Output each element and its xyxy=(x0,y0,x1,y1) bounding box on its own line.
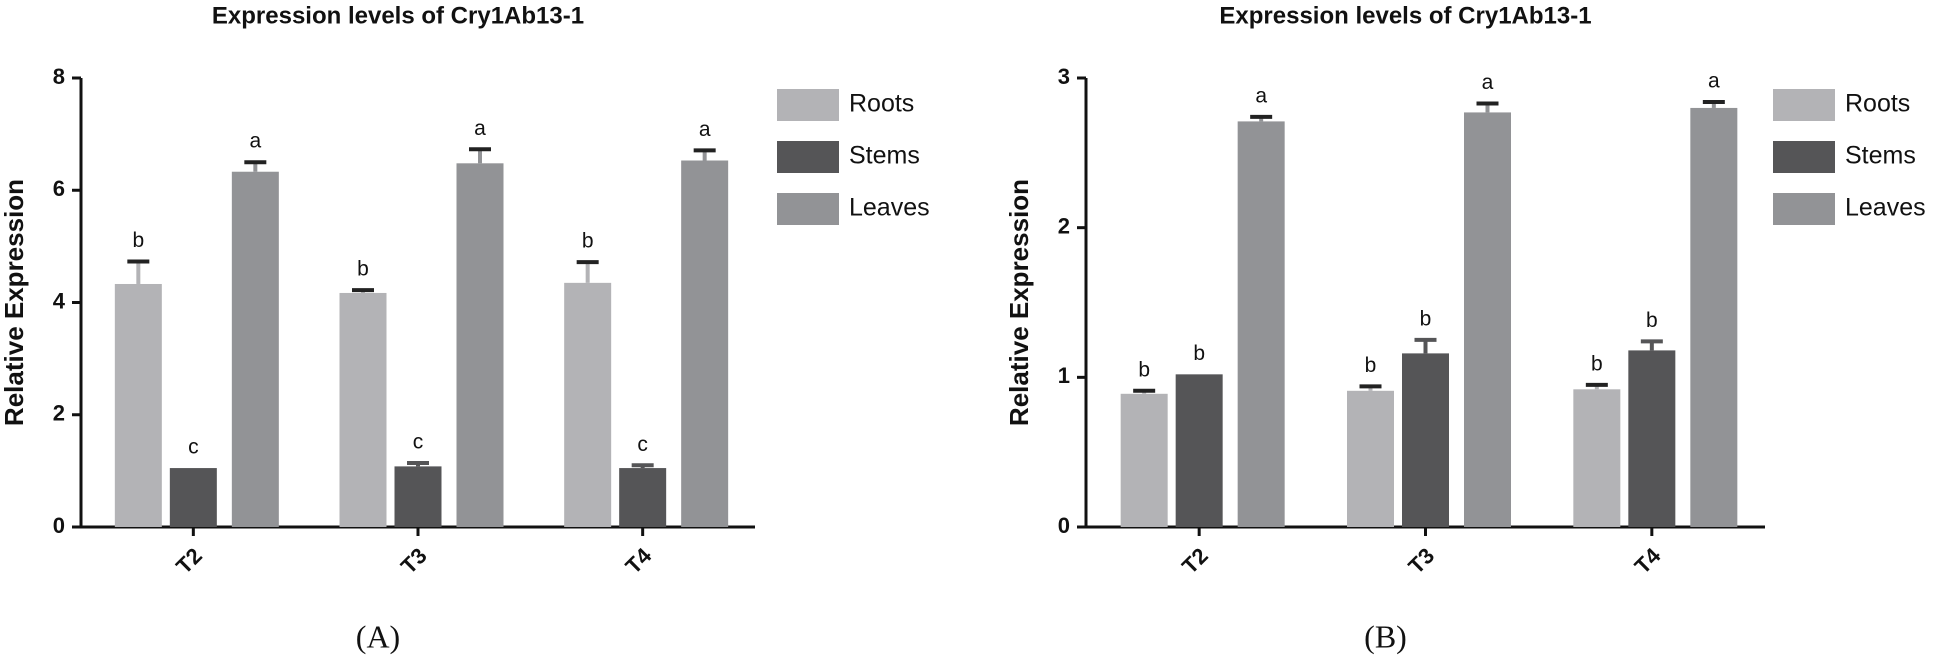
y-tick-label: 0 xyxy=(1058,513,1070,538)
legend-label: Stems xyxy=(849,142,920,170)
bar xyxy=(1347,390,1394,527)
x-tick-label: T3 xyxy=(1403,543,1439,579)
bar xyxy=(681,160,729,527)
significance-letter: a xyxy=(1255,84,1267,107)
legend-swatch xyxy=(1773,141,1835,173)
legend-label: Leaves xyxy=(849,194,930,222)
significance-letter: a xyxy=(249,130,261,153)
significance-letter: b xyxy=(1365,354,1377,377)
panel-label: (B) xyxy=(1364,618,1407,654)
significance-letter: b xyxy=(1420,307,1432,330)
significance-letter: a xyxy=(1708,69,1720,92)
y-tick-label: 2 xyxy=(1058,213,1070,238)
y-tick-label: 8 xyxy=(53,64,65,89)
bar xyxy=(564,282,612,527)
legend-swatch xyxy=(777,89,839,121)
bar xyxy=(1120,393,1168,527)
significance-letter: b xyxy=(1193,342,1205,365)
significance-letter: a xyxy=(474,117,486,140)
significance-letter: c xyxy=(188,436,199,459)
bar xyxy=(1402,353,1449,527)
bar xyxy=(231,171,279,527)
y-axis-label: Relative Expression xyxy=(1004,179,1034,426)
significance-letter: c xyxy=(413,431,424,454)
significance-letter: a xyxy=(699,118,711,141)
significance-letter: b xyxy=(1591,352,1603,375)
bar xyxy=(619,468,667,527)
bar xyxy=(169,468,217,527)
legend-swatch xyxy=(777,193,839,225)
chart-title: Expression levels of Cry1Ab13-1 xyxy=(212,2,584,29)
y-tick-label: 2 xyxy=(53,401,65,426)
y-tick-label: 3 xyxy=(1058,64,1070,89)
significance-letter: b xyxy=(1646,309,1658,332)
y-tick-label: 4 xyxy=(53,288,66,313)
legend-label: Roots xyxy=(849,90,914,118)
bar xyxy=(339,292,387,527)
legend-label: Roots xyxy=(1845,90,1910,118)
legend-swatch xyxy=(1773,193,1835,225)
significance-letter: b xyxy=(582,230,594,253)
x-tick-label: T2 xyxy=(171,543,207,579)
bar xyxy=(1573,389,1621,527)
bar xyxy=(1464,112,1511,527)
bar xyxy=(394,466,442,527)
x-tick-label: T4 xyxy=(1630,542,1666,578)
y-tick-label: 0 xyxy=(53,513,65,538)
significance-letter: b xyxy=(1138,358,1150,381)
x-tick-label: T4 xyxy=(620,542,656,578)
significance-letter: c xyxy=(637,433,648,456)
bar xyxy=(1237,121,1285,528)
significance-letter: b xyxy=(357,258,369,281)
x-tick-label: T2 xyxy=(1177,543,1213,579)
bar xyxy=(1628,350,1676,527)
y-tick-label: 6 xyxy=(53,176,65,201)
significance-letter: b xyxy=(132,229,144,252)
chart-title: Expression levels of Cry1Ab13-1 xyxy=(1219,2,1591,29)
bar xyxy=(456,163,504,527)
legend-swatch xyxy=(777,141,839,173)
bar xyxy=(1175,374,1223,527)
legend-label: Stems xyxy=(1845,142,1916,170)
panel-label: (A) xyxy=(356,618,400,654)
legend-label: Leaves xyxy=(1845,194,1926,222)
bar xyxy=(1690,107,1738,527)
x-tick-label: T3 xyxy=(396,543,432,579)
bar xyxy=(114,283,162,527)
legend-swatch xyxy=(1773,89,1835,121)
significance-letter: a xyxy=(1482,71,1494,94)
y-axis-label: Relative Expression xyxy=(0,179,29,426)
y-tick-label: 1 xyxy=(1058,363,1070,388)
